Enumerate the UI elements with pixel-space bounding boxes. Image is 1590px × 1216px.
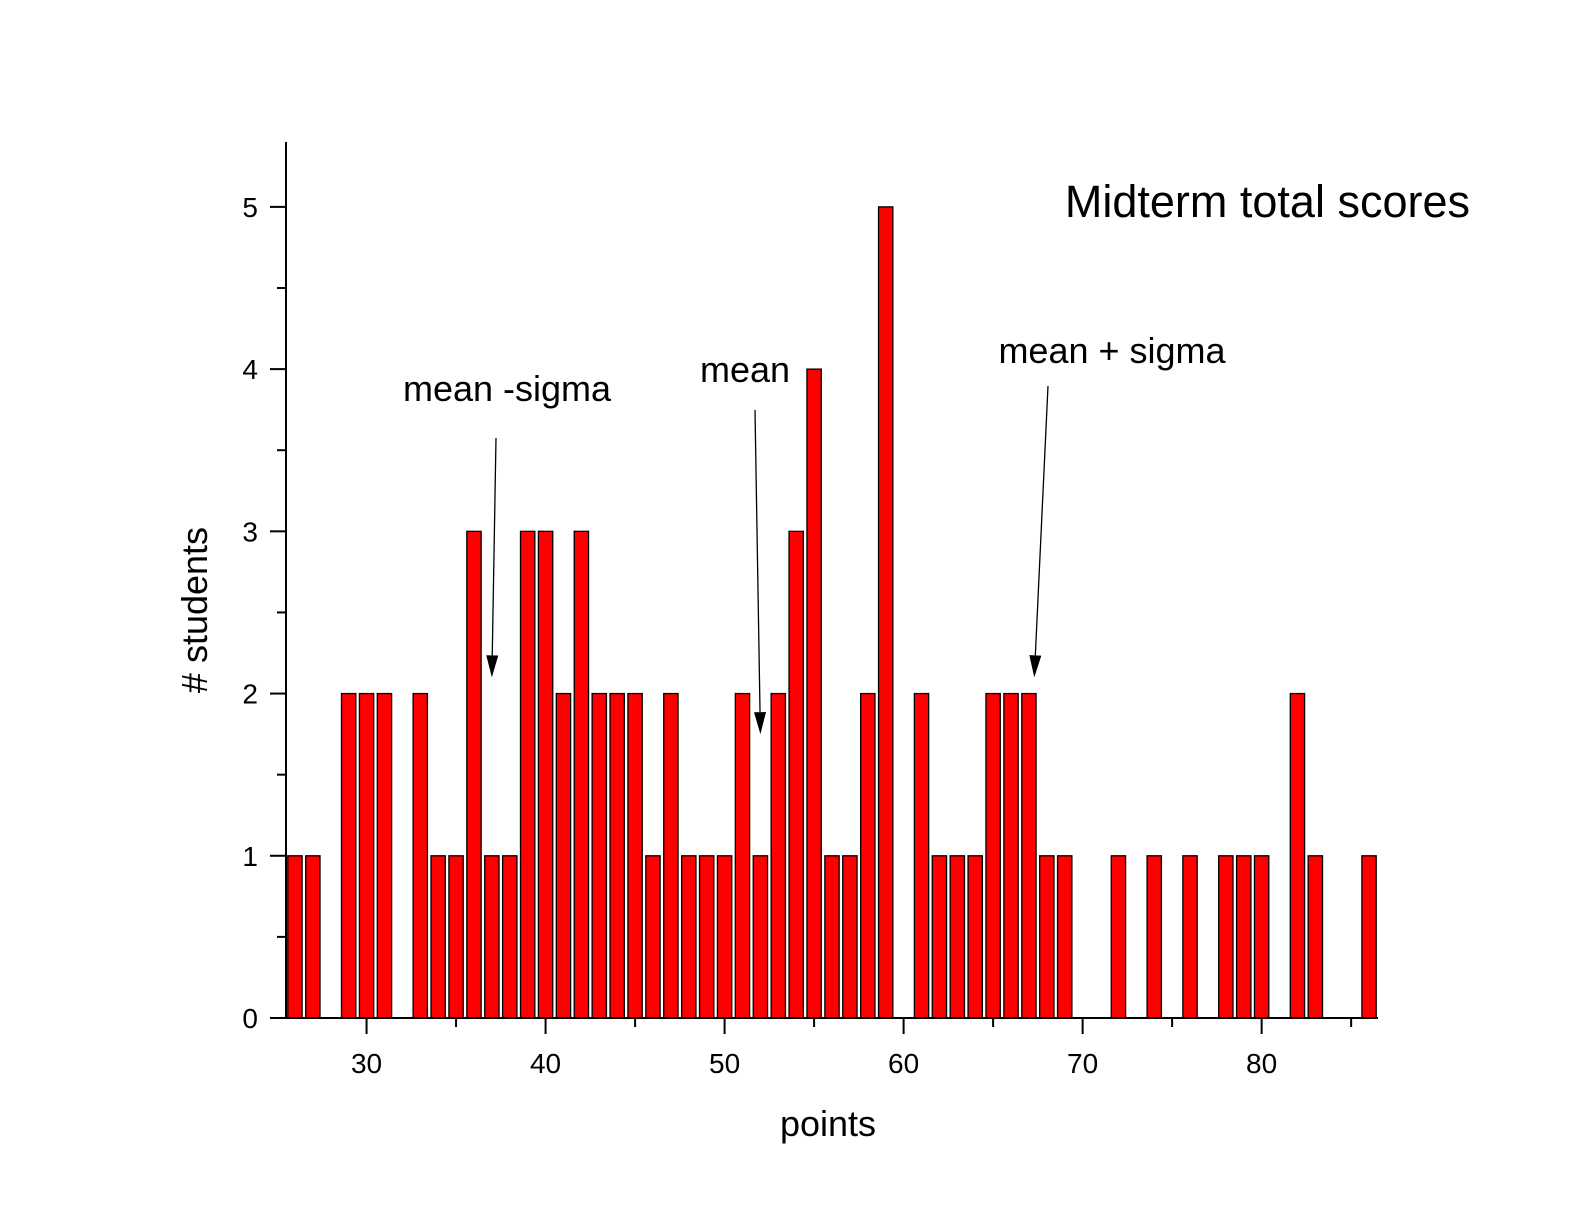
bar xyxy=(913,692,930,1019)
bar xyxy=(824,855,840,1019)
bar xyxy=(609,692,625,1019)
bar xyxy=(859,692,876,1019)
x-tick-label: 50 xyxy=(709,1048,740,1079)
bar xyxy=(1361,855,1377,1019)
bar xyxy=(376,692,393,1019)
x-tick-label: 30 xyxy=(351,1048,382,1079)
bar xyxy=(967,855,984,1019)
ticks-layer: 30 40 50 60 70 80 0 1 2 3 4 5 xyxy=(242,192,1353,1079)
x-axis-title: points xyxy=(780,1103,876,1144)
annotation-arrow-head xyxy=(1029,655,1042,678)
bar xyxy=(1056,855,1073,1019)
y-tick-label: 5 xyxy=(242,192,258,223)
bar xyxy=(1218,855,1234,1019)
bar xyxy=(287,855,303,1019)
bar xyxy=(1146,855,1163,1019)
bar xyxy=(627,692,643,1019)
bar xyxy=(752,855,769,1019)
bar xyxy=(770,692,787,1019)
bar xyxy=(1039,855,1055,1019)
bar xyxy=(430,855,446,1019)
y-tick-label: 2 xyxy=(242,679,258,710)
bar xyxy=(501,855,518,1019)
annotation-arrow-line xyxy=(1034,385,1049,656)
bar xyxy=(1253,855,1270,1019)
bar xyxy=(949,855,966,1019)
bar xyxy=(1182,855,1198,1019)
annotation-arrow-head xyxy=(754,712,767,735)
bar xyxy=(412,692,429,1019)
y-tick-label: 1 xyxy=(242,841,258,872)
y-tick-label: 4 xyxy=(242,354,258,385)
bar xyxy=(985,692,1001,1019)
x-tick-label: 70 xyxy=(1067,1048,1098,1079)
annotation-label: mean + sigma xyxy=(998,330,1226,371)
bars-layer xyxy=(287,206,1377,1019)
annotation-arrow-head xyxy=(486,655,499,678)
y-tick-label: 3 xyxy=(242,516,258,547)
bar xyxy=(806,368,822,1019)
bar xyxy=(716,855,733,1019)
bar xyxy=(877,206,894,1019)
bar xyxy=(1110,855,1127,1019)
bar xyxy=(842,855,858,1019)
bar xyxy=(788,530,805,1019)
bar xyxy=(484,855,500,1019)
bar xyxy=(537,530,554,1019)
bar xyxy=(519,530,536,1019)
bar xyxy=(358,692,375,1019)
annotation-label: mean -sigma xyxy=(403,368,612,409)
bar xyxy=(698,855,715,1019)
y-axis-title: # students xyxy=(174,527,215,693)
bar xyxy=(591,692,608,1019)
bar xyxy=(931,855,948,1019)
bar xyxy=(573,530,590,1019)
bar xyxy=(305,855,321,1019)
bar xyxy=(555,692,572,1019)
x-tick-label: 80 xyxy=(1246,1048,1277,1079)
bar xyxy=(1235,855,1252,1019)
annotation-arrow-line xyxy=(491,437,497,656)
annotations-layer: mean -sigma mean mean + sigma xyxy=(403,330,1227,735)
bar xyxy=(663,692,679,1019)
annotation-label: mean xyxy=(700,349,790,390)
bar xyxy=(1021,692,1037,1019)
bar xyxy=(466,530,482,1019)
bar xyxy=(734,692,751,1019)
chart-title: Midterm total scores xyxy=(1065,176,1470,227)
bar xyxy=(340,692,357,1019)
bar xyxy=(1003,692,1019,1019)
bar xyxy=(680,855,697,1019)
bar xyxy=(448,855,464,1019)
x-tick-label: 60 xyxy=(888,1048,919,1079)
bar xyxy=(1307,855,1324,1019)
bar xyxy=(1289,692,1306,1019)
annotation-arrow-line xyxy=(754,409,761,713)
bar xyxy=(645,855,661,1019)
x-tick-label: 40 xyxy=(530,1048,561,1079)
y-tick-label: 0 xyxy=(242,1003,258,1034)
